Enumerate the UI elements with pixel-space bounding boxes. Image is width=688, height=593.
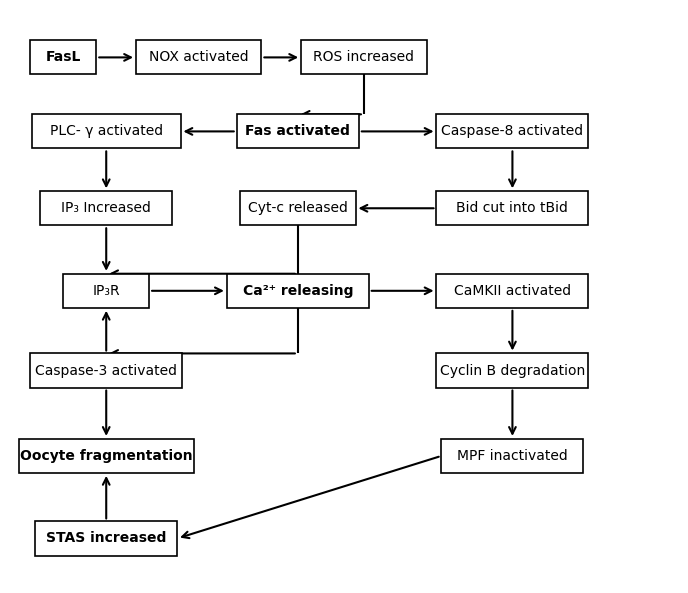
FancyBboxPatch shape [240,191,356,225]
FancyBboxPatch shape [442,439,583,473]
FancyBboxPatch shape [136,40,261,75]
Text: Cyclin B degradation: Cyclin B degradation [440,364,585,378]
Text: STAS increased: STAS increased [46,531,166,546]
FancyBboxPatch shape [40,191,172,225]
FancyBboxPatch shape [227,274,369,308]
Text: PLC- γ activated: PLC- γ activated [50,125,163,138]
FancyBboxPatch shape [30,353,182,388]
FancyBboxPatch shape [436,353,588,388]
FancyBboxPatch shape [237,114,359,148]
Text: ROS increased: ROS increased [313,50,414,65]
FancyBboxPatch shape [32,114,180,148]
Text: Caspase-8 activated: Caspase-8 activated [442,125,583,138]
FancyBboxPatch shape [19,439,194,473]
FancyBboxPatch shape [436,274,588,308]
Text: Oocyte fragmentation: Oocyte fragmentation [20,449,193,463]
FancyBboxPatch shape [35,521,178,556]
Text: Bid cut into tBid: Bid cut into tBid [456,201,568,215]
Text: IP₃R: IP₃R [92,284,120,298]
Text: FasL: FasL [45,50,81,65]
Text: Cyt-c released: Cyt-c released [248,201,347,215]
Text: CaMKII activated: CaMKII activated [454,284,571,298]
Text: Ca²⁺ releasing: Ca²⁺ releasing [242,284,353,298]
FancyBboxPatch shape [30,40,96,75]
Text: IP₃ Increased: IP₃ Increased [61,201,151,215]
Text: MPF inactivated: MPF inactivated [457,449,568,463]
FancyBboxPatch shape [63,274,149,308]
FancyBboxPatch shape [436,191,588,225]
FancyBboxPatch shape [436,114,588,148]
Text: Caspase-3 activated: Caspase-3 activated [35,364,178,378]
Text: NOX activated: NOX activated [149,50,248,65]
FancyBboxPatch shape [301,40,427,75]
Text: Fas activated: Fas activated [246,125,350,138]
